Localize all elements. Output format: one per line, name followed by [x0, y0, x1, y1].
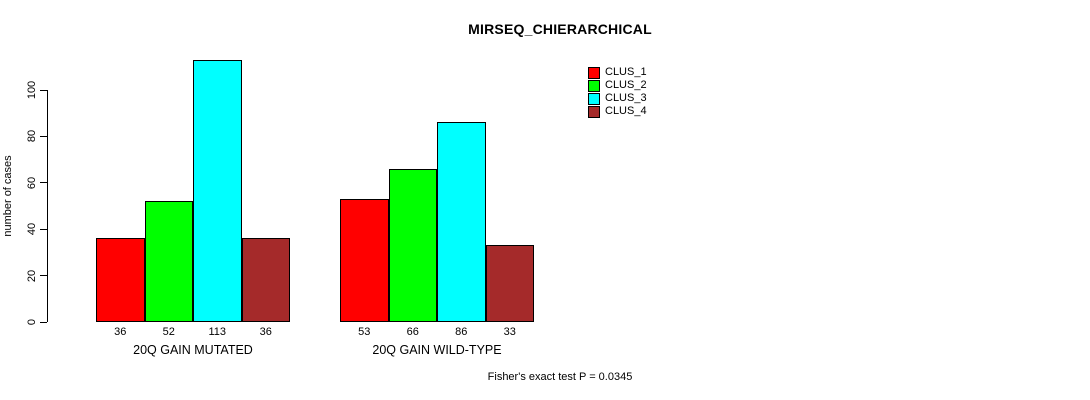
bar-value-label: 66 [406, 326, 419, 338]
x-category-label: 20Q GAIN WILD-TYPE [372, 343, 502, 357]
y-tick [40, 182, 47, 184]
y-tick [40, 228, 47, 230]
bar-value-label: 113 [208, 326, 227, 338]
legend-swatch [588, 66, 600, 79]
legend-item: CLUS_3 [588, 92, 647, 105]
annotation-text: Fisher's exact test P = 0.0345 [487, 371, 633, 383]
bar-value-label: 36 [114, 326, 127, 338]
y-tick [40, 135, 47, 137]
bar-clus_4 [485, 245, 534, 322]
y-tick [40, 89, 47, 91]
y-tick-label: 0 [26, 318, 38, 326]
legend-label: CLUS_3 [605, 92, 647, 104]
bar-value-label: 86 [455, 326, 468, 338]
y-axis-line [47, 90, 48, 322]
legend-label: CLUS_1 [605, 66, 647, 78]
chart-title: MIRSEQ_CHIERARCHICAL [468, 21, 652, 37]
y-tick [40, 321, 47, 323]
y-axis-label: number of cases [2, 155, 14, 237]
bar-clus_4 [241, 238, 290, 322]
legend-swatch [588, 79, 600, 92]
bar-clus_2 [144, 201, 193, 322]
bar-clus_1 [96, 238, 145, 322]
y-tick-label: 100 [26, 80, 38, 100]
bar-value-label: 33 [503, 326, 516, 338]
bar-clus_2 [388, 168, 437, 322]
legend-item: CLUS_4 [588, 105, 647, 118]
bar-value-label: 53 [358, 326, 371, 338]
legend-label: CLUS_4 [605, 105, 647, 117]
legend-item: CLUS_1 [588, 66, 647, 79]
y-tick-label: 20 [26, 269, 38, 282]
legend-label: CLUS_2 [605, 79, 647, 91]
y-tick-label: 40 [26, 223, 38, 236]
legend: CLUS_1 CLUS_2 CLUS_3 CLUS_4 [588, 66, 647, 118]
x-category-label: 20Q GAIN MUTATED [133, 343, 253, 357]
y-tick-label: 80 [26, 130, 38, 143]
bar-value-label: 52 [162, 326, 175, 338]
bar-value-label: 36 [259, 326, 272, 338]
bar-clus_1 [340, 199, 389, 322]
y-tick [40, 275, 47, 277]
legend-swatch [588, 105, 600, 118]
bar-clus_3 [437, 122, 486, 322]
y-tick-label: 60 [26, 176, 38, 189]
legend-swatch [588, 92, 600, 105]
legend-item: CLUS_2 [588, 79, 647, 92]
bar-clus_3 [193, 59, 242, 322]
